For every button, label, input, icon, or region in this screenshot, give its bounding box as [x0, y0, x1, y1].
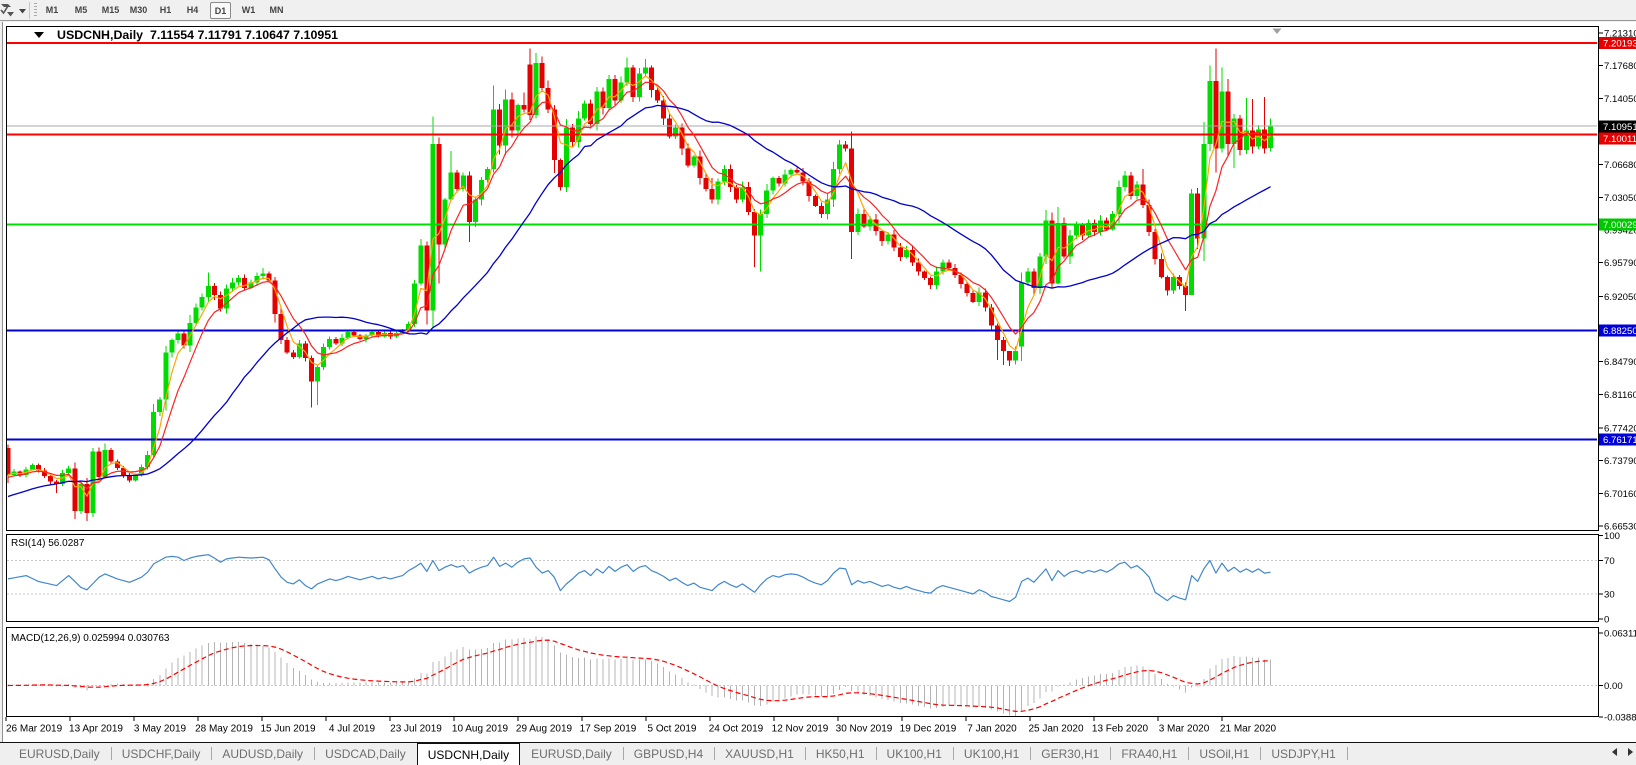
svg-text:7.00029: 7.00029 [1603, 220, 1636, 231]
svg-text:7.17680: 7.17680 [1604, 61, 1636, 72]
svg-text:7.21310: 7.21310 [1604, 29, 1636, 40]
svg-text:29 Aug 2019: 29 Aug 2019 [516, 724, 573, 735]
svg-text:21 Mar 2020: 21 Mar 2020 [1220, 724, 1277, 735]
svg-text:7.03050: 7.03050 [1604, 193, 1636, 204]
svg-text:7.10011: 7.10011 [1603, 134, 1636, 145]
svg-text:3 Mar 2020: 3 Mar 2020 [1159, 724, 1210, 735]
svg-text:6.92050: 6.92050 [1604, 292, 1636, 303]
svg-text:MACD(12,26,9) 0.025994 0.03076: MACD(12,26,9) 0.025994 0.030763 [11, 633, 170, 644]
svg-text:15 Jun 2019: 15 Jun 2019 [260, 724, 315, 735]
svg-text:6.88250: 6.88250 [1603, 326, 1636, 337]
svg-text:5 Oct 2019: 5 Oct 2019 [648, 724, 697, 735]
svg-text:19 Dec 2019: 19 Dec 2019 [900, 724, 957, 735]
svg-text:13 Apr 2019: 13 Apr 2019 [69, 724, 123, 735]
svg-text:6.95790: 6.95790 [1604, 258, 1636, 269]
svg-text:3 May 2019: 3 May 2019 [134, 724, 187, 735]
svg-text:6.84790: 6.84790 [1604, 357, 1636, 368]
svg-text:7.20193: 7.20193 [1603, 39, 1636, 50]
svg-text:28 May 2019: 28 May 2019 [195, 724, 253, 735]
svg-text:7.14050: 7.14050 [1604, 94, 1636, 105]
svg-text:30: 30 [1604, 590, 1615, 601]
svg-text:25 Jan 2020: 25 Jan 2020 [1028, 724, 1083, 735]
svg-text:7.06680: 7.06680 [1604, 160, 1636, 171]
svg-text:24 Oct 2019: 24 Oct 2019 [709, 724, 764, 735]
svg-text:6.77420: 6.77420 [1604, 424, 1636, 435]
svg-text:6.66530: 6.66530 [1604, 522, 1636, 533]
svg-text:10 Aug 2019: 10 Aug 2019 [452, 724, 509, 735]
svg-text:6.70160: 6.70160 [1604, 489, 1636, 500]
svg-text:7 Jan 2020: 7 Jan 2020 [967, 724, 1017, 735]
svg-text:0: 0 [1604, 615, 1609, 626]
svg-text:-0.03887: -0.03887 [1604, 713, 1636, 724]
svg-text:26 Mar 2019: 26 Mar 2019 [6, 724, 63, 735]
svg-text:13 Feb 2020: 13 Feb 2020 [1092, 724, 1149, 735]
svg-text:6.73790: 6.73790 [1604, 456, 1636, 467]
svg-text:0.06311: 0.06311 [1604, 629, 1636, 640]
svg-text:RSI(14) 56.0287: RSI(14) 56.0287 [11, 538, 85, 549]
svg-text:4 Jul 2019: 4 Jul 2019 [329, 724, 376, 735]
svg-text:30 Nov 2019: 30 Nov 2019 [836, 724, 893, 735]
svg-text:17 Sep 2019: 17 Sep 2019 [580, 724, 637, 735]
svg-text:23 Jul 2019: 23 Jul 2019 [390, 724, 442, 735]
svg-text:70: 70 [1604, 556, 1615, 567]
svg-text:12 Nov 2019: 12 Nov 2019 [772, 724, 829, 735]
svg-text:6.76171: 6.76171 [1603, 435, 1636, 446]
svg-text:6.99420: 6.99420 [1604, 226, 1636, 237]
svg-text:100: 100 [1604, 531, 1620, 542]
svg-text:0.00: 0.00 [1604, 681, 1623, 692]
svg-text:USDCNH,Daily 7.11554 7.11791: USDCNH,Daily 7.11554 7.11791 7.10647 7.1… [57, 28, 338, 42]
svg-text:6.81160: 6.81160 [1604, 390, 1636, 401]
svg-text:7.10951: 7.10951 [1603, 122, 1636, 133]
